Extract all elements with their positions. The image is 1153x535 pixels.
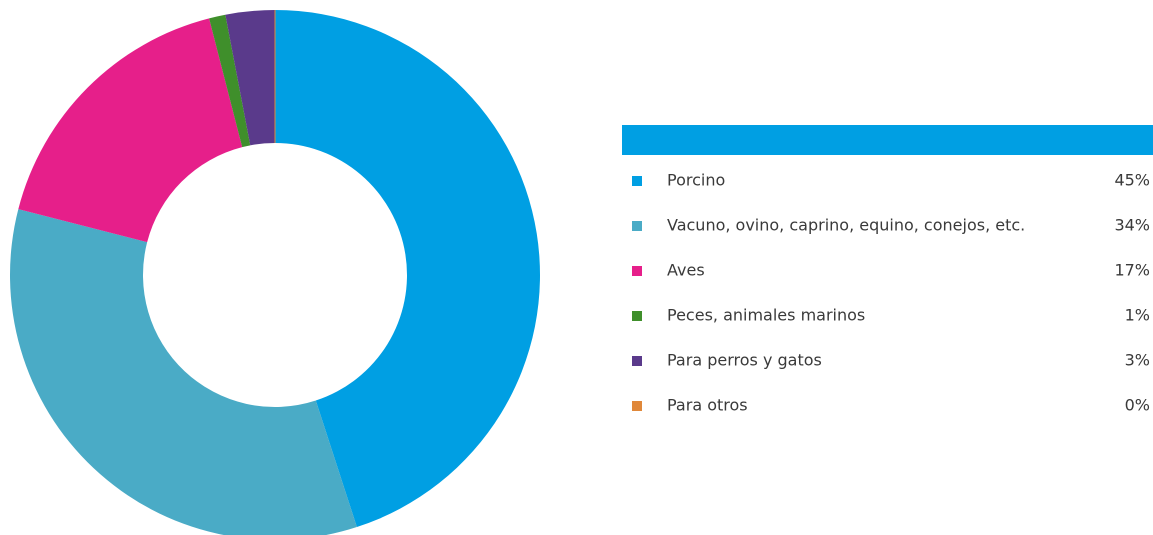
legend-swatch [632,311,642,321]
legend-label: Porcino [667,171,725,190]
legend-swatch [632,221,642,231]
donut-slice [10,209,357,535]
donut-slice [225,10,275,146]
donut-slice [275,10,540,528]
donut-slice [18,18,243,243]
legend-label: Vacuno, ovino, caprino, equino, conejos,… [667,216,1025,235]
legend-label: Para perros y gatos [667,351,822,370]
legend-value: 0% [1125,396,1150,415]
legend-swatch [632,266,642,276]
legend-swatch [632,176,642,186]
legend-value: 1% [1125,306,1150,325]
legend-label: Para otros [667,396,748,415]
legend-swatch [632,401,642,411]
legend-value: 17% [1114,261,1150,280]
legend-swatch [632,356,642,366]
donut-slice [209,14,251,148]
legend-value: 34% [1114,216,1150,235]
legend-label: Aves [667,261,705,280]
legend-label: Peces, animales marinos [667,306,865,325]
legend-header-bar [622,125,1153,155]
legend-value: 45% [1114,171,1150,190]
legend-value: 3% [1125,351,1150,370]
